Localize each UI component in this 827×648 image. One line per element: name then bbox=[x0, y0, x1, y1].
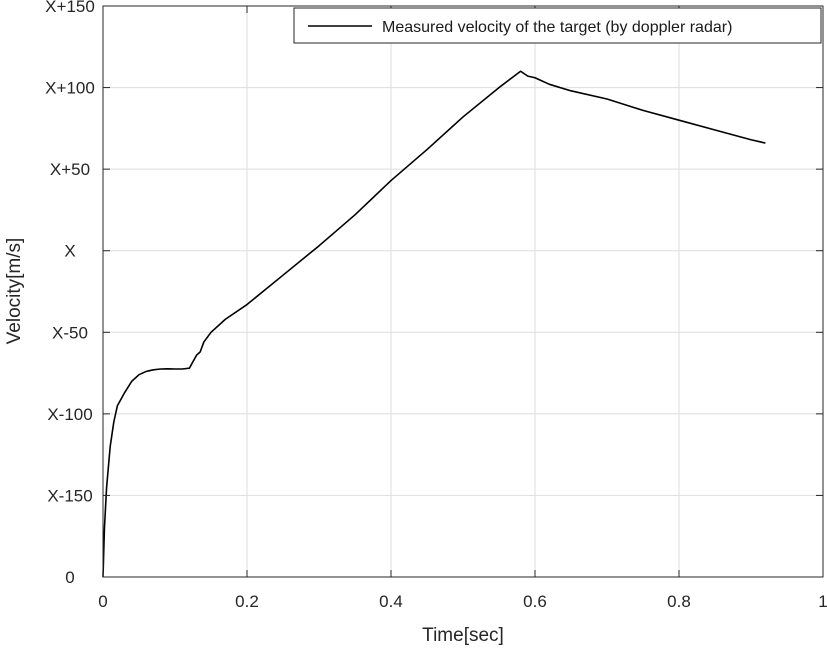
y-tick-label: 0 bbox=[65, 568, 74, 587]
x-tick-label: 0.4 bbox=[379, 592, 403, 611]
x-tick-label: 0.6 bbox=[523, 592, 547, 611]
y-tick-label: X+50 bbox=[50, 160, 90, 179]
x-axis-ticks: 0 0.2 0.4 0.6 0.8 1 bbox=[98, 6, 827, 611]
y-tick-label: X+150 bbox=[45, 0, 95, 16]
x-tick-label: 0.8 bbox=[667, 592, 691, 611]
legend-box bbox=[293, 7, 822, 44]
x-tick-label: 0 bbox=[98, 592, 107, 611]
plot-frame bbox=[102, 5, 824, 578]
y-tick-label: X bbox=[64, 242, 75, 261]
y-axis-label: Velocity[m/s] bbox=[4, 238, 25, 345]
x-tick-label: 0.2 bbox=[235, 592, 259, 611]
y-tick-label: X-150 bbox=[47, 486, 92, 505]
y-tick-label: X-100 bbox=[47, 405, 92, 424]
x-tick-label: 1 bbox=[818, 592, 827, 611]
x-axis-label: Time[sec] bbox=[422, 625, 504, 646]
series-line-0 bbox=[102, 70, 766, 578]
series-layer bbox=[102, 70, 766, 578]
legend-label: Measured velocity of the target (by dopp… bbox=[382, 19, 732, 36]
legend: Measured velocity of the target (by dopp… bbox=[293, 7, 822, 44]
plot-area bbox=[103, 6, 823, 577]
y-tick-label: X-50 bbox=[52, 323, 88, 342]
y-tick-label: X+100 bbox=[45, 79, 95, 98]
y-axis-ticks: 0 X-150 X-100 X-50 X X+50 X+100 X+150 bbox=[45, 0, 823, 587]
